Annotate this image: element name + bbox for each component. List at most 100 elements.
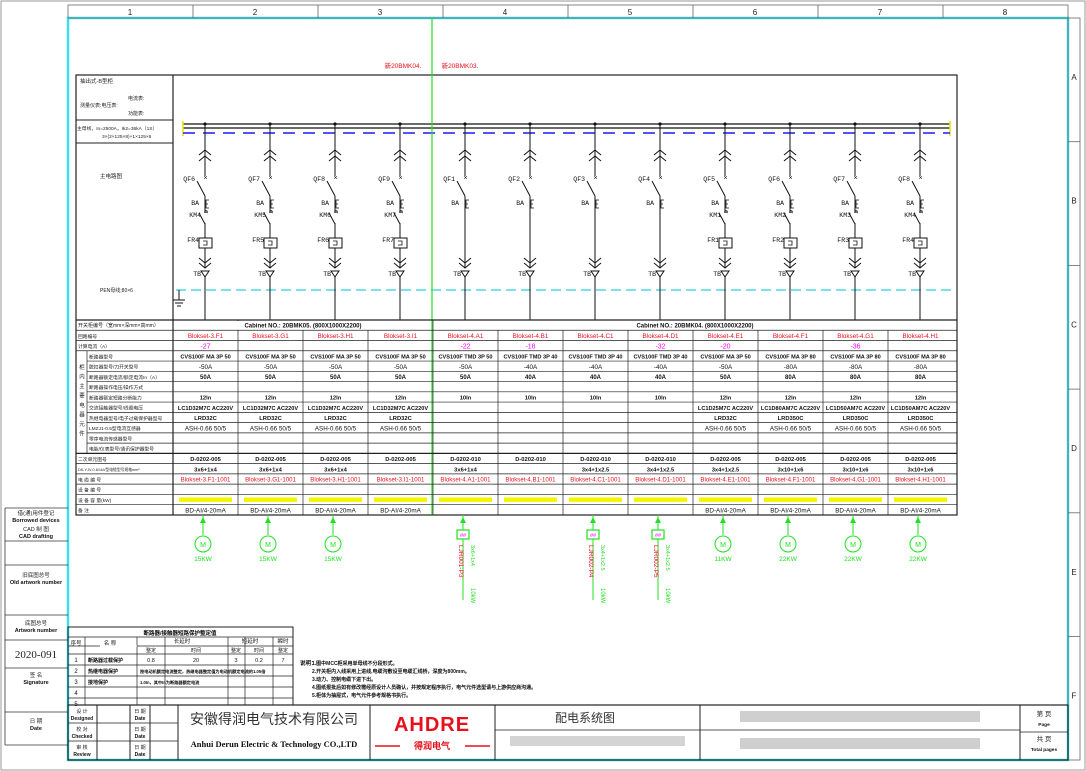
arrow-up-icon (460, 517, 466, 523)
plug-connector-icon (523, 257, 537, 264)
component-group-label: 柜内主要电器元件 (78, 363, 85, 440)
cell-sc: 10In (525, 396, 537, 402)
wire (586, 180, 596, 197)
setting-header: 短延时 (242, 637, 259, 645)
role-label-en: Checked (72, 734, 93, 740)
cell-rated: 40A (655, 375, 667, 381)
cell-brk: CVS100F TMD 3P 40 (634, 355, 688, 361)
cell-brk: CVS100F MA 3P 80 (765, 355, 815, 361)
motor-icon (909, 535, 927, 553)
device-capacity-highlight (504, 497, 557, 502)
thermal-relay-icon (393, 237, 408, 249)
setting-cell: 4 (74, 691, 78, 697)
breaker-label: QF8 (313, 176, 325, 183)
thermal-relay-icon (198, 237, 213, 249)
row-label: 设 备 编 号 (78, 487, 101, 494)
overload-relay-label: FR3 (837, 237, 849, 244)
cell-cno: Blokset-3.F1-1001 (181, 477, 231, 484)
plug-connector-icon (913, 257, 927, 264)
motor-icon (194, 535, 212, 553)
shunt-trip-icon (530, 199, 534, 209)
thermal-relay-icon (913, 237, 928, 249)
row-label: 电 缆 编 号 (78, 476, 101, 483)
cell-brk: CVS100F MA 3P 50 (700, 355, 750, 361)
plug-connector-icon (783, 149, 797, 156)
motor-power: 22KW (909, 556, 928, 563)
total-pages-label-en: Total pages (1031, 747, 1058, 753)
contactor-label: KM2 (774, 212, 786, 219)
date-label-cn: 日 期 (134, 709, 145, 715)
plug-connector-icon (653, 149, 667, 156)
date-label-en: Date (135, 716, 146, 722)
cell-rem: BD-AI/4-20mA (380, 507, 421, 514)
motor-power: 15KW (194, 556, 213, 563)
side-box-label-en: Date (30, 726, 42, 732)
terminal-label: TB (518, 271, 526, 278)
side-box-label-en: Borrowed devices (12, 518, 59, 524)
setting-header: 整定 (231, 647, 241, 654)
contactor-label: KM4 (904, 212, 916, 219)
motor-symbol: M (720, 542, 726, 549)
cell-sc: 12In (200, 396, 212, 402)
cell-rated: 40A (525, 375, 537, 381)
wire (261, 180, 271, 197)
setting-cell: 按电动机额定电流整定，热继电器整定值为电动机额定电流的1.05倍 (140, 668, 266, 675)
thermal-relay-icon (848, 237, 863, 249)
shunt-label: BA (776, 200, 784, 207)
plug-connector-icon (588, 257, 602, 264)
note-item: 3.动力、控制电缆下进下出。 (312, 676, 376, 683)
plug-connector-icon (783, 155, 797, 162)
cell-trip: -80A (849, 364, 863, 371)
setting-cell: 2 (74, 669, 78, 675)
cabinet-mark: 新20BMK03. (442, 61, 479, 70)
setting-cell: 1.0In，其中In为断路器额定电流 (140, 679, 200, 686)
role-label-en: Designed (71, 716, 94, 722)
role-label-cn: 校 对 (76, 726, 87, 733)
cell-unit: D-0202-005 (255, 457, 286, 463)
motor-icon (844, 535, 862, 553)
thermal-relay-icon (718, 237, 733, 249)
breaker-x-mark: × (788, 175, 792, 182)
cell-cur: -27 (200, 343, 210, 350)
setting-cell: 3 (234, 658, 237, 664)
terminal-icon (460, 270, 470, 278)
plug-connector-icon (198, 155, 212, 162)
gap (333, 213, 337, 223)
plug-connector-icon (393, 257, 407, 264)
terminal-label: TB (713, 271, 721, 278)
motor-icon (324, 535, 342, 553)
cell-rated: 50A (200, 375, 212, 381)
terminal-icon (330, 270, 340, 278)
shunt-label: BA (711, 200, 719, 207)
feeder-power: 10kW (599, 588, 605, 604)
wire (521, 180, 531, 197)
contactor-label: KM5 (254, 212, 266, 219)
cell-no: Blokset-4.F1 (773, 333, 809, 340)
cell-cur: -22 (460, 343, 470, 350)
cell-unit: D-0202-005 (320, 457, 351, 463)
cell-trip: -40A (524, 364, 538, 371)
cell-unit: D-0202-005 (905, 457, 936, 463)
arrow-up-icon (200, 517, 206, 523)
cell-rated: 50A (720, 375, 732, 381)
cell-cable: 3x6+1x4 (454, 467, 478, 473)
wire (781, 180, 791, 197)
cell-no: Blokset-4.B1 (513, 333, 549, 340)
row-label: 脱扣器型号/刀开关型号 (89, 364, 139, 371)
ruler-row-label: C (1071, 320, 1077, 329)
plug-connector-icon (783, 257, 797, 264)
contactor-label: KM4 (189, 212, 201, 219)
total-pages-label-cn: 共 页 (1037, 734, 1052, 743)
ruler-row-label: E (1071, 568, 1076, 577)
breaker-x-mark: × (528, 175, 532, 182)
feeder-circuit-10: × (781, 122, 798, 320)
setting-cell: 热继电器保护 (88, 668, 118, 675)
cell-ct: ASH-0.66 50/5 (900, 425, 942, 432)
plug-connector-icon (263, 149, 277, 156)
cell-cno: Blokset-4.G1-1001 (830, 477, 881, 484)
feeder-circuit-7: × (586, 122, 602, 320)
plug-connector-icon (848, 155, 862, 162)
overload-relay-label: FR1 (707, 237, 719, 244)
plug-connector-icon (198, 149, 212, 156)
cell-trip: -50A (264, 364, 278, 371)
